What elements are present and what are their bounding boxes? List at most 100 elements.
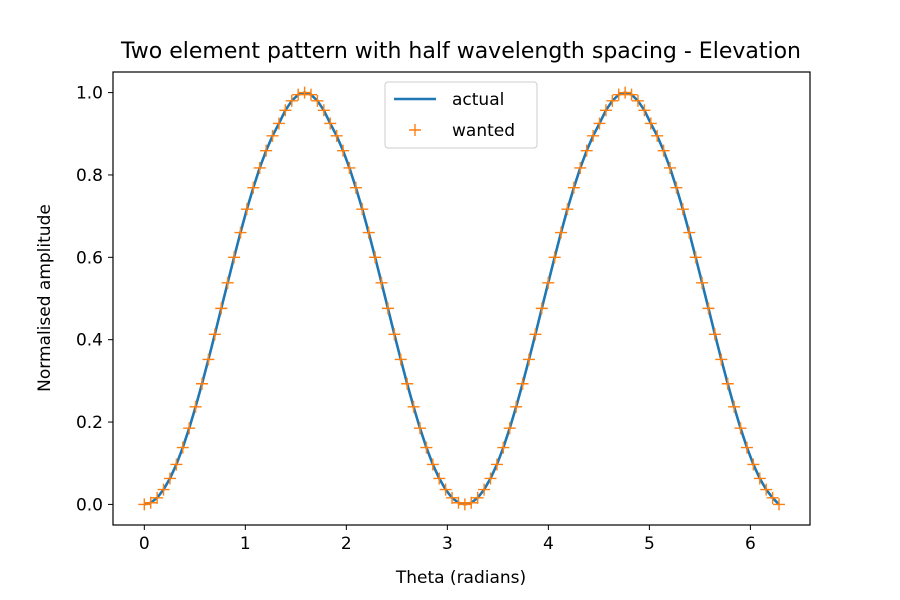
series-marker-wanted: [138, 498, 151, 511]
series-line-actual: [143, 91, 780, 506]
series-marker-wanted: [747, 458, 760, 471]
series-marker-wanted: [369, 251, 382, 264]
series-marker-wanted: [215, 302, 228, 315]
plot-frame: [112, 71, 811, 526]
series-marker-wanted: [176, 441, 189, 454]
series-marker-wanted: [535, 302, 548, 315]
series-marker-wanted: [343, 161, 356, 174]
series-marker-wanted: [555, 226, 568, 239]
x-tick-label: 2: [341, 534, 352, 554]
series-marker-wanted: [337, 144, 350, 157]
legend-swatch-wanted: [409, 124, 421, 136]
x-tick-label: 1: [240, 534, 251, 554]
series-marker-wanted: [388, 328, 401, 341]
x-axis-label: Theta (radians): [395, 568, 526, 588]
series-marker-wanted: [349, 181, 362, 194]
x-tick-label: 5: [644, 534, 655, 554]
series-marker-wanted: [625, 88, 638, 101]
x-tick-label: 6: [745, 534, 756, 554]
series-marker-wanted: [760, 483, 773, 496]
x-tick-label: 4: [543, 534, 554, 554]
legend-marker-wanted: [409, 124, 421, 136]
legend-label-actual: actual: [452, 90, 504, 110]
series-marker-wanted: [439, 483, 452, 496]
series-marker-wanted: [356, 203, 369, 216]
series-marker-wanted: [631, 94, 644, 107]
series-marker-wanted: [266, 129, 279, 142]
series-marker-wanted: [471, 491, 484, 504]
series-marker-wanted: [151, 491, 164, 504]
series-marker-wanted: [420, 441, 433, 454]
series-marker-wanted: [330, 129, 343, 142]
series-marker-wanted: [689, 251, 702, 264]
y-tick-label: 0.6: [76, 248, 103, 268]
series-marker-wanted: [484, 472, 497, 485]
series-marker-wanted: [324, 117, 337, 130]
x-tick-label: 0: [139, 534, 150, 554]
series-marker-wanted: [497, 441, 510, 454]
series-marker-wanted: [522, 353, 535, 366]
y-axis-label: Normalised amplitude: [35, 204, 55, 392]
series-marker-wanted: [740, 441, 753, 454]
series-marker-wanted: [170, 458, 183, 471]
series-marker-wanted: [478, 483, 491, 496]
series-marker-wanted: [574, 161, 587, 174]
series-marker-wanted: [728, 400, 741, 413]
series-marker-wanted: [676, 203, 689, 216]
series-marker-wanted: [426, 458, 439, 471]
series-marker-wanted: [721, 377, 734, 390]
series-marker-wanted: [542, 276, 555, 289]
series-marker-wanted: [446, 491, 459, 504]
series-marker-wanted: [734, 422, 747, 435]
series-marker-wanted: [157, 483, 170, 496]
series-marker-wanted: [163, 472, 176, 485]
series-marker-wanted: [465, 496, 478, 509]
series-marker-wanted: [221, 276, 234, 289]
series-marker-wanted: [394, 353, 407, 366]
series-marker-wanted: [260, 144, 273, 157]
chart-title: Two element pattern with half wavelength…: [120, 39, 801, 64]
series-marker-wanted: [401, 377, 414, 390]
plot-series: [138, 86, 786, 511]
series-marker-wanted: [189, 400, 202, 413]
series-marker-wanted: [407, 400, 420, 413]
series-marker-wanted: [272, 117, 285, 130]
series-marker-wanted: [516, 377, 529, 390]
series-marker-wanted: [196, 377, 209, 390]
series-marker-wanted: [696, 276, 709, 289]
series-marker-wanted: [702, 302, 715, 315]
series-marker-wanted: [619, 86, 632, 99]
series-marker-wanted: [580, 144, 593, 157]
y-tick-label: 0.2: [76, 413, 103, 433]
series-marker-wanted: [606, 94, 619, 107]
series-marker-wanted: [433, 472, 446, 485]
series-marker-wanted: [708, 328, 721, 341]
y-tick-label: 0.4: [76, 331, 103, 351]
series-marker-wanted: [567, 181, 580, 194]
series-marker-wanted: [183, 422, 196, 435]
series-marker-wanted: [458, 498, 471, 511]
series-marker-wanted: [587, 129, 600, 142]
y-tick-label: 0.0: [76, 495, 103, 515]
y-axis-ticks: 0.0 0.2 0.4 0.6 0.8 1.0: [76, 84, 113, 515]
series-marker-wanted: [234, 226, 247, 239]
series-marker-wanted: [305, 88, 317, 101]
series-marker-wanted: [208, 328, 221, 341]
series-marker-wanted: [766, 491, 779, 504]
series-marker-wanted: [144, 496, 157, 509]
series-marker-wanted: [362, 226, 375, 239]
series-marker-wanted: [253, 161, 266, 174]
series-marker-wanted: [644, 117, 657, 130]
series-marker-wanted: [664, 161, 677, 174]
series-marker-wanted: [292, 88, 305, 101]
series-marker-wanted: [285, 94, 298, 107]
series-marker-wanted: [670, 181, 683, 194]
series-marker-wanted: [311, 94, 324, 107]
series-marker-wanted: [298, 86, 311, 99]
series-marker-wanted: [317, 104, 330, 117]
series-marker-wanted: [753, 472, 766, 485]
series-marker-wanted: [452, 496, 465, 509]
series-marker-wanted: [561, 203, 574, 216]
series-marker-wanted: [599, 104, 612, 117]
